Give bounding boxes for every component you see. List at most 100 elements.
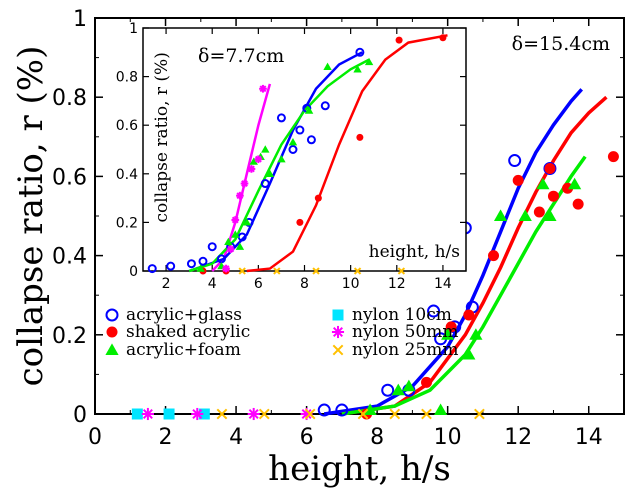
x-axis-label: height, h/s xyxy=(268,449,451,488)
inset-y-tick-label: 1 xyxy=(129,21,138,37)
x-tick-label: 0 xyxy=(88,425,102,450)
legend-label: nylon 50mm xyxy=(352,322,458,342)
inset-data-point xyxy=(196,264,205,272)
inset-data-point-shape xyxy=(147,264,157,274)
inset-data-point-shape xyxy=(323,62,332,71)
inset-data-point xyxy=(236,191,244,200)
inset-x-tick-label: 10 xyxy=(342,276,360,292)
data-point-shape xyxy=(402,379,416,392)
inset-data-point xyxy=(265,169,275,177)
data-point xyxy=(247,407,260,421)
data-point xyxy=(547,190,559,202)
data-point-shape xyxy=(463,309,475,321)
inset-data-point-shape xyxy=(277,155,286,163)
data-point xyxy=(427,304,441,318)
inset-data-point xyxy=(439,34,447,42)
inset-data-point-stroke xyxy=(238,267,246,275)
fit-curve xyxy=(341,155,587,416)
data-point-shape xyxy=(512,174,524,186)
legend-marker-stroke xyxy=(332,344,344,356)
data-point-shape xyxy=(427,304,441,318)
data-point xyxy=(508,154,522,168)
inset-data-point xyxy=(238,267,246,275)
legend-label: nylon 25mm xyxy=(352,340,458,360)
data-point xyxy=(131,408,143,420)
data-point xyxy=(381,383,395,397)
inset-data-point xyxy=(355,47,365,57)
inset-data-point xyxy=(353,65,362,73)
inset-data-point-shape xyxy=(353,65,362,73)
data-point-stroke xyxy=(357,408,369,420)
inset-data-point xyxy=(166,261,176,271)
inset-data-point-shape xyxy=(196,264,205,272)
data-point xyxy=(533,206,545,218)
inset-data-point-stroke xyxy=(312,267,320,275)
inset-x-axis-label: height, h/s xyxy=(369,242,460,262)
data-point-stroke xyxy=(216,408,228,420)
inset-data-point-shape xyxy=(235,242,245,250)
inset-data-point-shape xyxy=(265,169,275,177)
data-point-stroke xyxy=(258,408,270,420)
inset-data-point-shape xyxy=(224,237,233,245)
inset-data-point xyxy=(224,237,233,245)
data-point-shape xyxy=(381,383,395,397)
data-point-stroke xyxy=(304,408,316,420)
inset-y-axis-label: collapse ratio, r (%) xyxy=(152,52,172,222)
data-point xyxy=(463,309,475,321)
inset-x-tick-label: 14 xyxy=(434,276,452,292)
data-point xyxy=(141,407,154,421)
data-point-shape xyxy=(317,403,331,417)
data-point-shape xyxy=(391,383,405,396)
x-tick-label: 8 xyxy=(370,425,384,450)
data-point xyxy=(568,177,582,190)
data-point-stroke xyxy=(192,409,203,419)
data-point-shape xyxy=(163,408,175,420)
inset-data-point xyxy=(320,101,330,111)
inset-x-tick-label: 12 xyxy=(388,276,406,292)
inset-data-point-stroke xyxy=(236,192,244,200)
inset-data-point-stroke xyxy=(222,265,230,272)
data-point xyxy=(357,408,369,420)
inset-data-point-shape xyxy=(231,230,240,238)
inset-data-point-shape xyxy=(242,218,252,226)
data-point-shape xyxy=(493,209,508,221)
inset-x-tick-label: 2 xyxy=(162,276,171,292)
inset-x-tick-label: 6 xyxy=(254,276,263,292)
inset-data-point xyxy=(147,264,157,274)
data-point xyxy=(488,250,500,262)
data-point xyxy=(607,151,619,163)
data-point-shape xyxy=(543,209,557,221)
inset-data-point-shape xyxy=(355,47,365,57)
data-point xyxy=(389,408,401,420)
inset-data-point xyxy=(312,267,320,275)
inset-y-tick-label: 0.2 xyxy=(116,215,138,231)
legend-marker-shape xyxy=(332,309,344,321)
inset-data-point-shape xyxy=(304,106,314,114)
y-axis-label: collapse ratio, r (%) xyxy=(11,46,51,387)
inset-data-point xyxy=(314,194,322,202)
inset-data-point xyxy=(323,62,332,71)
inset-data-point-shape xyxy=(207,242,217,252)
y-tick-label: 1 xyxy=(73,7,87,32)
inset-data-point xyxy=(288,145,298,154)
data-point xyxy=(198,408,210,420)
inset-data-point xyxy=(276,113,286,123)
inset-data-point-shape xyxy=(439,34,447,42)
inset-data-point-shape xyxy=(276,113,286,123)
inset-data-point xyxy=(249,157,258,165)
data-point xyxy=(421,408,432,420)
inset-data-point-shape xyxy=(260,179,270,189)
data-point-shape xyxy=(335,403,349,417)
inset-data-point-shape xyxy=(166,261,176,271)
inset-data-point-stroke xyxy=(248,165,255,173)
x-tick-label: 2 xyxy=(159,425,173,450)
y-tick-label: 0.4 xyxy=(52,245,87,270)
inset-data-point-shape xyxy=(395,36,403,44)
data-point xyxy=(462,348,476,360)
data-point xyxy=(335,403,349,417)
data-point-shape xyxy=(533,206,545,218)
data-point xyxy=(434,403,448,415)
legend-label: shaked acrylic xyxy=(126,322,250,342)
y-tick-label: 0.6 xyxy=(52,165,87,190)
